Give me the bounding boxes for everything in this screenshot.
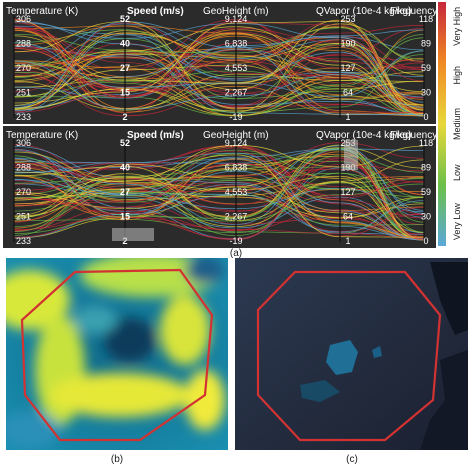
caption-b: (b) [111, 454, 123, 465]
pcp-top-polyline [13, 29, 425, 99]
pcp-bottom-axis-title: Speed (m/s) [127, 130, 184, 141]
caption-c: (c) [346, 454, 358, 465]
pcp-bottom-tick-label: 2,267 [225, 212, 248, 222]
pcp-top-tick-label: 127 [340, 63, 355, 73]
selection-polygon-b[interactable] [20, 268, 214, 442]
pcp-bottom-tick-label: -19 [229, 236, 242, 246]
legend-label: High [452, 66, 462, 85]
pcp-bottom-polyline [13, 149, 425, 239]
pcp-top-polyline [13, 73, 425, 111]
brush-speed[interactable] [112, 228, 154, 241]
pcp-top-tick-label: 89 [421, 39, 431, 49]
panel-b-heatmap [6, 258, 228, 450]
pcp-bottom-tick-label: 89 [421, 163, 431, 173]
pcp-bottom-tick-label: 288 [16, 163, 31, 173]
pcp-bottom-polyline [13, 152, 425, 241]
pcp-bottom-tick-label: 251 [16, 212, 31, 222]
pcp-top-polyline [13, 21, 425, 109]
pcp-top-axis-title: Frequency [390, 6, 437, 17]
legend-label: Very High [452, 7, 462, 46]
pcp-bottom-polyline [13, 148, 425, 196]
pcp-top-tick-label: 52 [120, 14, 130, 24]
pcp-bottom-axis-title: GeoHeight (m) [203, 130, 269, 141]
pcp-top-tick-label: 288 [16, 39, 31, 49]
pcp-bottom-tick-label: 118 [419, 138, 433, 148]
pcp-bottom-tick-label: 30 [421, 212, 431, 222]
pcp-bottom-tick-label: 40 [120, 163, 130, 173]
pcp-top-tick-label: 2 [122, 112, 127, 122]
pcp-bottom-tick-label: 52 [120, 138, 130, 148]
pcp-bottom-polyline [13, 158, 425, 240]
pcp-top-tick-label: 59 [421, 63, 431, 73]
pcp-bottom-axis-title: Frequency [390, 130, 437, 141]
pcp-bottom-polyline [13, 155, 425, 222]
pcp-top-axis-title: Temperature (K) [6, 6, 78, 17]
legend-label: Very Low [452, 203, 462, 241]
pcp-top-tick-label: 1 [345, 112, 350, 122]
pcp-top-tick-label: 253 [340, 14, 355, 24]
pcp-top-tick-label: 233 [16, 112, 31, 122]
brush-qvapor[interactable] [344, 140, 358, 170]
pcp-top-tick-label: 2,267 [225, 88, 248, 98]
pcp-top-tick-label: 270 [16, 63, 31, 73]
pcp-bottom-tick-label: 27 [120, 187, 130, 197]
pcp-top-polyline [13, 36, 425, 109]
color-legend: Very High High Medium Low Very Low [438, 2, 462, 246]
legend-colorbar [438, 2, 446, 246]
pcp-bottom-polyline [13, 147, 425, 234]
pcp-bottom-tick-label: 9,124 [225, 138, 248, 148]
pcp-bottom-tick-label: 270 [16, 187, 31, 197]
selection-polygon-c[interactable] [256, 270, 442, 442]
pcp-bottom-tick-label: 1 [345, 236, 350, 246]
pcp-bottom-polyline [13, 158, 425, 241]
pcp-bottom-tick-label: 15 [120, 212, 130, 222]
pcp-top-polyline [13, 43, 425, 97]
pcp-top-tick-label: 6,838 [225, 39, 248, 49]
pcp-top-tick-label: 0 [423, 112, 428, 122]
pcp-top-tick-label: 30 [421, 88, 431, 98]
panel-c-map [235, 258, 468, 450]
pcp-top-axis-title: QVapor (10e-4 kg/kg) [316, 6, 411, 17]
pcp-bottom-tick-label: 306 [16, 138, 31, 148]
pcp-top-tick-label: -19 [229, 112, 242, 122]
pcp-top-tick-label: 15 [120, 88, 130, 98]
pcp-top-polyline [13, 38, 425, 116]
pcp-bottom-polyline [13, 151, 425, 241]
pcp-bottom-tick-label: 4,553 [225, 187, 248, 197]
pcp-top-tick-label: 64 [343, 88, 353, 98]
pcp-bottom-polyline [13, 157, 425, 221]
pcp-top-axis-title: Speed (m/s) [127, 6, 184, 17]
pcp-top-axis-title: GeoHeight (m) [203, 6, 269, 17]
pcp-bottom-axis-title: Temperature (K) [6, 130, 78, 141]
pcp-top-polyline [13, 54, 425, 111]
pcp-top-tick-label: 118 [419, 14, 433, 24]
pcp-top-tick-label: 40 [120, 39, 130, 49]
pcp-bottom-tick-label: 59 [421, 187, 431, 197]
pcp-top-tick-label: 27 [120, 63, 130, 73]
pcp-top-tick-label: 190 [340, 39, 355, 49]
pcp-bottom-tick-label: 6,838 [225, 163, 248, 173]
pcp-top-tick-label: 4,553 [225, 63, 248, 73]
pcp-bottom-tick-label: 64 [343, 212, 353, 222]
pcp-bottom-axis-title: QVapor (10e-4 kg/kg) [316, 130, 411, 141]
caption-a: (a) [230, 248, 242, 259]
pcp-top-tick-label: 251 [16, 88, 31, 98]
pcp-top-tick-label: 9,124 [225, 14, 248, 24]
legend-label: Medium [452, 108, 462, 140]
pcp-top-polyline [13, 28, 425, 117]
pcp-top-tick-label: 306 [16, 14, 31, 24]
pcp-bottom-polyline [13, 160, 425, 205]
legend-label: Low [452, 164, 462, 181]
pcp-bottom-tick-label: 127 [340, 187, 355, 197]
pcp-bottom-tick-label: 0 [423, 236, 428, 246]
pcp-bottom-tick-label: 233 [16, 236, 31, 246]
